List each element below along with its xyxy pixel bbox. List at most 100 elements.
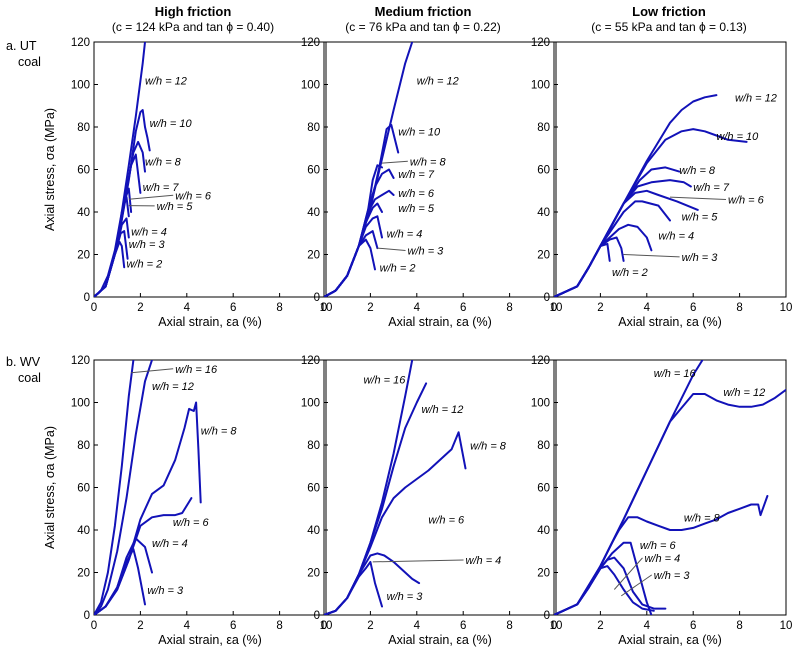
x-tick-label: 0: [321, 302, 327, 314]
label-leader-line: [613, 557, 643, 590]
series-line: [324, 360, 414, 615]
row-label-ut-2: coal: [18, 55, 41, 69]
series-label: w/h = 3: [408, 246, 445, 258]
y-tick-label: 120: [531, 355, 550, 367]
x-tick-label: 4: [414, 620, 421, 632]
series-label: w/h = 4: [644, 553, 680, 565]
y-axis-title: Axial stress, σa (MPa): [43, 426, 57, 549]
row-label-wv-1: b. WV: [6, 355, 41, 369]
y-tick-label: 20: [77, 250, 90, 262]
series-label: w/h = 3: [387, 591, 424, 603]
y-tick-label: 0: [314, 292, 320, 304]
series-group: [94, 42, 151, 297]
series-label: w/h = 10: [150, 118, 193, 130]
series-line: [554, 223, 653, 297]
col-title-medium: Medium friction: [375, 4, 472, 19]
x-axis-title: Axial strain, εa (%): [618, 315, 722, 329]
row-labels: a. UT coal b. WV coal: [6, 39, 41, 385]
series-line: [554, 242, 611, 297]
y-tick-label: 120: [71, 355, 90, 367]
y-tick-label: 60: [77, 483, 90, 495]
series-line: [554, 565, 655, 615]
label-leader-line: [372, 559, 464, 563]
y-tick-label: 0: [314, 610, 320, 622]
x-axis-title: Axial strain, εa (%): [618, 633, 722, 647]
x-tick-label: 8: [276, 620, 282, 632]
y-tick-label: 0: [544, 292, 550, 304]
x-axis-title: Axial strain, εa (%): [388, 633, 492, 647]
y-tick-label: 100: [531, 398, 550, 410]
y-tick-label: 120: [71, 37, 90, 49]
label-leader-line: [128, 194, 174, 200]
series-label: w/h = 6: [728, 195, 765, 207]
y-tick-label: 20: [537, 250, 550, 262]
x-tick-label: 4: [184, 620, 191, 632]
row-label-ut-1: a. UT: [6, 39, 37, 53]
y-tick-label: 60: [307, 165, 320, 177]
series-label: w/h = 10: [716, 131, 759, 143]
y-tick-label: 40: [307, 207, 320, 219]
col-subtitle-high: (c = 124 kPa and tan ϕ = 0.40): [112, 20, 274, 34]
series-line: [94, 360, 135, 615]
x-tick-label: 8: [276, 302, 282, 314]
x-tick-label: 2: [367, 620, 373, 632]
y-tick-label: 40: [537, 525, 550, 537]
series-label: w/h = 2: [612, 267, 648, 279]
series-label: w/h = 6: [398, 188, 435, 200]
col-subtitle-low: (c = 55 kPa and tan ϕ = 0.13): [591, 20, 746, 34]
y-tick-label: 80: [307, 440, 320, 452]
y-tick-label: 20: [537, 568, 550, 580]
series-label: w/h = 8: [470, 440, 507, 452]
y-tick-label: 120: [301, 355, 320, 367]
series-line: [94, 360, 153, 615]
x-tick-label: 6: [230, 620, 236, 632]
series-line: [554, 200, 671, 297]
series-label: w/h = 12: [152, 381, 194, 393]
x-tick-label: 6: [460, 620, 466, 632]
y-tick-label: 80: [307, 122, 320, 134]
series-group: [554, 360, 786, 615]
x-axis-title: Axial strain, εa (%): [158, 315, 262, 329]
y-tick-label: 120: [531, 37, 550, 49]
y-tick-label: 0: [544, 610, 550, 622]
y-tick-label: 100: [71, 80, 90, 92]
x-tick-label: 10: [320, 620, 333, 632]
label-leader-line: [669, 196, 727, 200]
series-label: w/h = 7: [143, 182, 180, 194]
series-line: [554, 495, 769, 615]
x-tick-label: 2: [137, 302, 143, 314]
y-tick-label: 80: [77, 122, 90, 134]
x-tick-label: 10: [550, 302, 563, 314]
label-leader-line: [377, 247, 406, 251]
series-line: [324, 168, 395, 297]
series-line: [324, 560, 383, 615]
x-axis-title: Axial strain, εa (%): [158, 633, 262, 647]
y-tick-label: 40: [77, 207, 90, 219]
series-label: w/h = 12: [723, 387, 765, 399]
series-group: [94, 360, 202, 615]
series-label: w/h = 12: [145, 76, 187, 88]
y-tick-label: 20: [77, 568, 90, 580]
series-label: w/h = 5: [682, 212, 719, 224]
y-axis-title: Axial stress, σa (MPa): [43, 108, 57, 231]
series-label: w/h = 12: [417, 76, 459, 88]
x-tick-label: 2: [597, 620, 603, 632]
x-tick-label: 6: [690, 302, 696, 314]
series-line: [324, 238, 376, 297]
series-line: [554, 189, 699, 297]
label-leader-line: [381, 160, 408, 164]
series-label: w/h = 4: [152, 538, 188, 550]
series-group: [324, 360, 467, 615]
col-title-high: High friction: [155, 4, 232, 19]
series-line: [94, 548, 146, 615]
y-tick-label: 80: [537, 440, 550, 452]
x-tick-label: 8: [506, 620, 512, 632]
x-tick-label: 2: [597, 302, 603, 314]
label-leader-line: [131, 368, 174, 374]
